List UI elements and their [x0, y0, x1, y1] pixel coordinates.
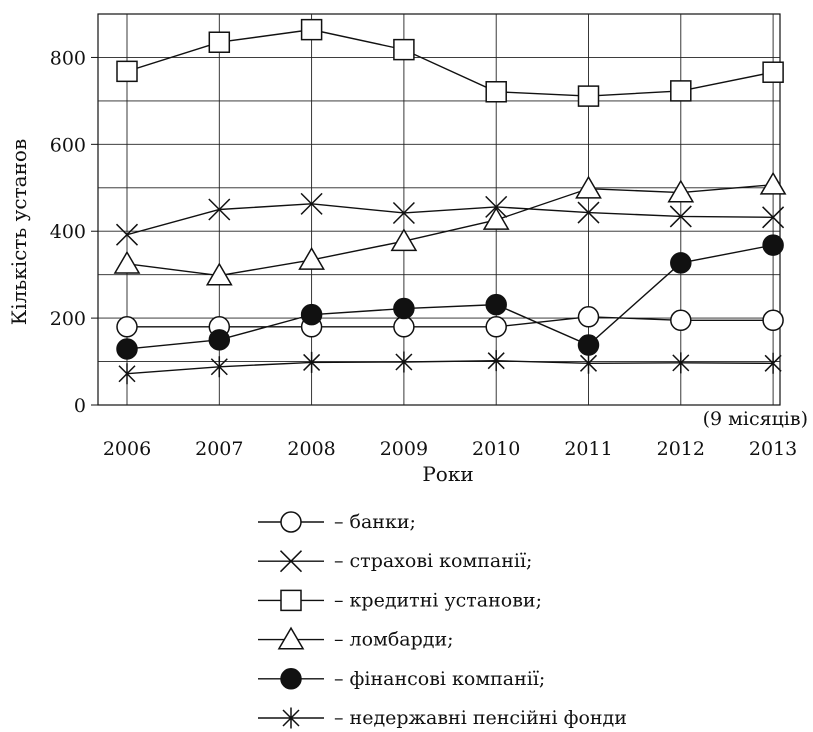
series-line: [126, 28, 774, 97]
data-point: [280, 511, 302, 533]
data-point: [298, 246, 325, 270]
data-point: [764, 352, 782, 374]
data-point: [485, 316, 507, 338]
x-tick-label: 2010: [472, 438, 520, 460]
legend-item: – ломбарди;: [258, 626, 454, 651]
y-tick-label: 200: [50, 308, 86, 330]
legend-item: – страхові компанії;: [258, 550, 532, 573]
x-axis-ticks: 2006 2007 2008 2009 2010 2011 2012 2013: [103, 438, 797, 460]
x-tick-label: 2006: [103, 438, 151, 460]
data-point: [393, 38, 415, 61]
y-tick-label: 800: [50, 47, 86, 69]
data-point: [577, 201, 600, 224]
series-group: [118, 350, 782, 385]
series-group: [115, 192, 785, 246]
data-point: [390, 228, 418, 252]
data-point: [667, 179, 695, 203]
legend-item: – кредитні установи;: [258, 589, 542, 611]
data-point: [487, 350, 505, 372]
x-tick-label: 2007: [195, 438, 243, 460]
data-point: [762, 234, 784, 256]
data-point: [116, 338, 138, 360]
data-point: [300, 18, 323, 41]
data-point: [485, 81, 507, 103]
data-point: [280, 589, 302, 612]
data-point: [762, 206, 785, 229]
data-point: [393, 297, 415, 320]
data-point: [579, 352, 598, 374]
x-axis-label: Роки: [422, 462, 473, 486]
data-point: [113, 250, 141, 274]
data-point: [300, 192, 323, 215]
legend-item: – фінансові компанії;: [258, 668, 545, 690]
series-group: [113, 171, 787, 286]
data-point: [300, 303, 323, 326]
x-tick-label: 2013: [749, 438, 797, 460]
legend-label: – фінансові компанії;: [334, 668, 545, 690]
data-point: [116, 316, 138, 338]
y-axis-label: Кількість установ: [7, 139, 31, 325]
x-tick-label: 2009: [380, 438, 428, 460]
data-point: [762, 309, 784, 332]
y-tick-label: 0: [74, 395, 86, 417]
y-tick-label: 600: [50, 134, 86, 156]
data-point: [208, 329, 231, 351]
legend-item: – недержавні пенсійні фонди: [258, 707, 627, 729]
data-point: [577, 85, 600, 107]
data-point: [575, 175, 602, 199]
data-point: [393, 316, 415, 338]
series-line: [126, 244, 774, 350]
data-point: [669, 205, 692, 228]
data-point: [672, 352, 690, 374]
data-point: [118, 363, 136, 385]
legend-label: – ломбарди;: [334, 629, 454, 651]
y-tick-label: 400: [50, 221, 86, 243]
legend-label: – недержавні пенсійні фонди: [334, 707, 627, 729]
data-point: [670, 80, 692, 102]
data-point: [392, 201, 415, 225]
plot-frame: [97, 13, 781, 406]
data-point: [210, 356, 228, 378]
data-point: [759, 171, 787, 195]
data-point: [208, 198, 231, 221]
data-point: [577, 334, 600, 356]
data-point: [482, 206, 510, 230]
x-tick-label: 2012: [657, 438, 705, 460]
legend: – банки; – страхові компанії; – кредитні у…: [258, 511, 627, 729]
legend-item: – банки;: [258, 511, 416, 533]
x-tick-label: 2011: [564, 438, 612, 460]
data-point: [280, 668, 302, 690]
data-point: [670, 252, 692, 274]
series-group: [116, 234, 784, 360]
y-axis-ticks: 0 200 400 600 800: [50, 47, 98, 417]
legend-label: – банки;: [334, 511, 416, 533]
data-point: [395, 351, 413, 373]
data-point: [670, 309, 692, 332]
data-point: [762, 61, 784, 83]
data-point: [277, 626, 305, 650]
grid-lines: [97, 13, 781, 406]
data-point: [205, 262, 233, 286]
legend-label: – страхові компанії;: [334, 550, 532, 572]
series-line: [126, 184, 774, 277]
series-line: [126, 359, 774, 375]
data-point: [279, 550, 303, 573]
data-point: [577, 306, 600, 328]
series-group: [116, 18, 784, 107]
series-line: [126, 203, 774, 236]
data-point: [485, 293, 507, 316]
data-point: [208, 31, 231, 53]
data-point: [115, 223, 139, 246]
x-tick-label: 2008: [287, 438, 335, 460]
data-point: [282, 707, 300, 729]
data-point: [485, 195, 508, 218]
data-point: [116, 60, 138, 83]
x-axis-note: (9 місяців): [703, 408, 808, 430]
data-point: [303, 351, 321, 373]
series-line: [127, 316, 774, 328]
legend-label: – кредитні установи;: [334, 589, 542, 611]
data-series: [113, 18, 787, 385]
